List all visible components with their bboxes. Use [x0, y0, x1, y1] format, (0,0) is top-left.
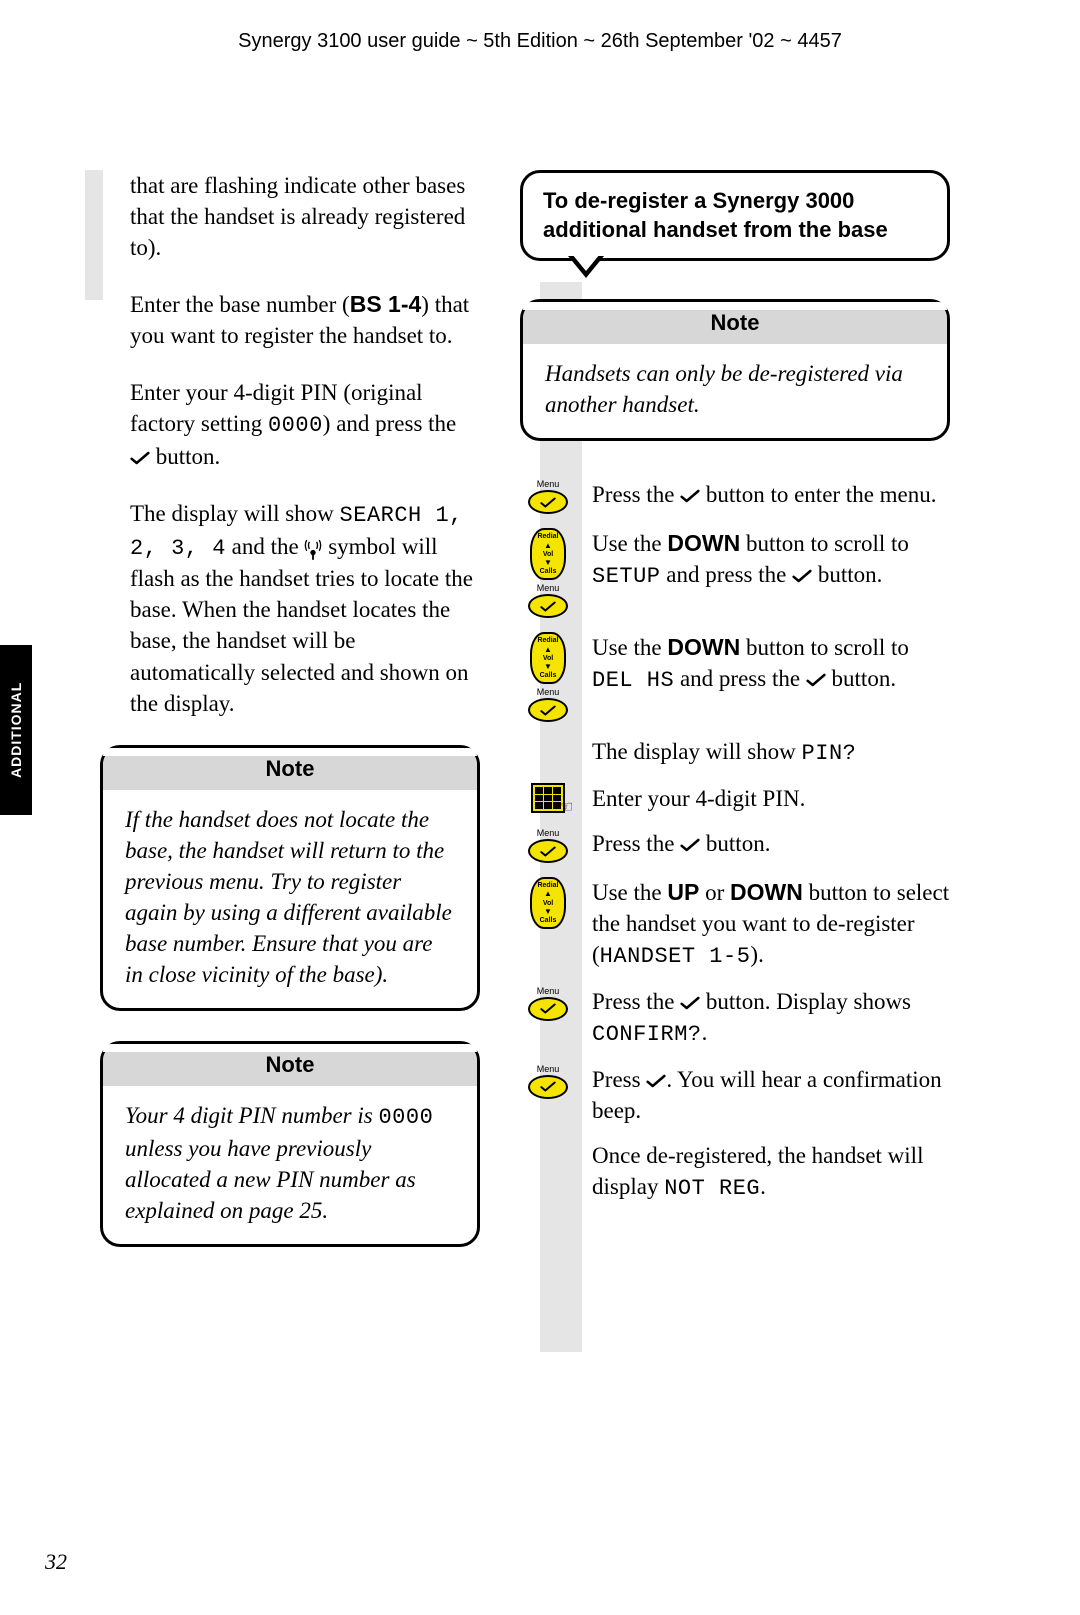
mono-text: 0000 [378, 1105, 433, 1130]
menu-button-icon: Menu [528, 828, 568, 863]
step-text: Use the UP or DOWN button to select the … [592, 877, 950, 972]
nav-button-icon: Redial ▲ Vol ▼ Calls [530, 877, 566, 929]
check-icon [528, 1075, 568, 1099]
step-text: Use the DOWN button to scroll to DEL HS … [592, 632, 950, 696]
check-icon [680, 480, 700, 494]
check-icon [528, 997, 568, 1021]
hand-icon: ☞ [559, 797, 573, 817]
step-text: Once de-registered, the handset will dis… [592, 1140, 950, 1204]
page-header: Synergy 3100 user guide ~ 5th Edition ~ … [0, 30, 1080, 53]
text: Enter the base number ( [130, 292, 350, 317]
left-para-1: that are flashing indicate other bases t… [130, 170, 480, 263]
note-header: Note [103, 748, 477, 790]
note-header: Note [523, 302, 947, 344]
menu-button-icon: Menu [528, 687, 568, 722]
callout-deregister: To de-register a Synergy 3000 additional… [520, 170, 950, 261]
step-1: Menu Press the button to enter the menu. [520, 479, 950, 514]
page-number: 32 [45, 1549, 67, 1575]
left-para-2: Enter the base number (BS 1-4) that you … [130, 289, 480, 351]
left-para-3: Enter your 4-digit PIN (original factory… [130, 377, 480, 472]
callout-text: To de-register a Synergy 3000 additional… [543, 188, 888, 242]
nav-button-icon: Redial ▲ Vol ▼ Calls [530, 632, 566, 684]
side-tab-additional: ADDITIONAL [0, 645, 32, 815]
step-4: The display will show PIN? [520, 736, 950, 769]
step-2: Redial ▲ Vol ▼ Calls Menu Use the DOWN b… [520, 528, 950, 618]
menu-button-icon: Menu [528, 583, 568, 618]
step-6: Menu Press the button. [520, 828, 950, 863]
menu-button-icon: Menu [528, 479, 568, 514]
step-text: Use the DOWN button to scroll to SETUP a… [592, 528, 950, 592]
menu-button-icon: Menu [528, 1064, 568, 1099]
check-icon [528, 839, 568, 863]
step-8: Menu Press the button. Display shows CON… [520, 986, 950, 1050]
step-5: ☞ Enter your 4-digit PIN. [520, 783, 950, 814]
step-7: Redial ▲ Vol ▼ Calls Use the UP or DOWN … [520, 877, 950, 972]
note-body: Your 4 digit PIN number is 0000 unless y… [125, 1100, 455, 1226]
text: ) and press the [323, 411, 457, 436]
antenna-icon [304, 537, 322, 559]
step-3: Redial ▲ Vol ▼ Calls Menu Use the DOWN b… [520, 632, 950, 722]
note-box-2: Note Your 4 digit PIN number is 0000 unl… [100, 1041, 480, 1247]
right-column: To de-register a Synergy 3000 additional… [520, 170, 950, 1203]
step-text: Press the button. Display shows CONFIRM?… [592, 986, 950, 1050]
check-icon [806, 664, 826, 678]
step-10: Once de-registered, the handset will dis… [520, 1140, 950, 1204]
text: The display will show [130, 501, 340, 526]
nav-button-icon: Redial ▲ Vol ▼ Calls [530, 528, 566, 580]
check-icon [528, 594, 568, 618]
mono-text: 0000 [268, 413, 323, 438]
step-text: Press . You will hear a confirmation bee… [592, 1064, 950, 1126]
menu-button-icon: Menu [528, 986, 568, 1021]
steps-wrap: Menu Press the button to enter the menu.… [520, 469, 950, 1203]
note-header: Note [103, 1044, 477, 1086]
callout-pointer-icon [568, 256, 604, 278]
note-box-right: Note Handsets can only be de-registered … [520, 299, 950, 441]
check-icon [528, 490, 568, 514]
step-text: The display will show PIN? [592, 736, 950, 769]
check-icon [680, 829, 700, 843]
step-9: Menu Press . You will hear a confirmatio… [520, 1064, 950, 1126]
step-text: Enter your 4-digit PIN. [592, 783, 950, 814]
bold-text: BS 1-4 [350, 291, 422, 317]
note-box-1: Note If the handset does not locate the … [100, 745, 480, 1011]
text: unless you have previously allocated a n… [125, 1136, 416, 1223]
text: Your 4 digit PIN number is [125, 1103, 378, 1128]
check-icon [646, 1065, 666, 1079]
check-icon [792, 560, 812, 574]
text: and the [226, 534, 305, 559]
note-body: Handsets can only be de-registered via a… [545, 358, 925, 420]
check-icon [680, 987, 700, 1001]
step-text: Press the button. [592, 828, 950, 859]
note-body: If the handset does not locate the base,… [125, 804, 455, 990]
step-text: Press the button to enter the menu. [592, 479, 950, 510]
left-column: that are flashing indicate other bases t… [100, 170, 480, 1277]
menu-label: Menu [537, 479, 560, 489]
keypad-icon: ☞ [531, 783, 565, 813]
text: button. [150, 444, 220, 469]
left-para-4: The display will show SEARCH 1, 2, 3, 4 … [130, 498, 480, 719]
check-icon [130, 442, 150, 456]
check-icon [528, 698, 568, 722]
